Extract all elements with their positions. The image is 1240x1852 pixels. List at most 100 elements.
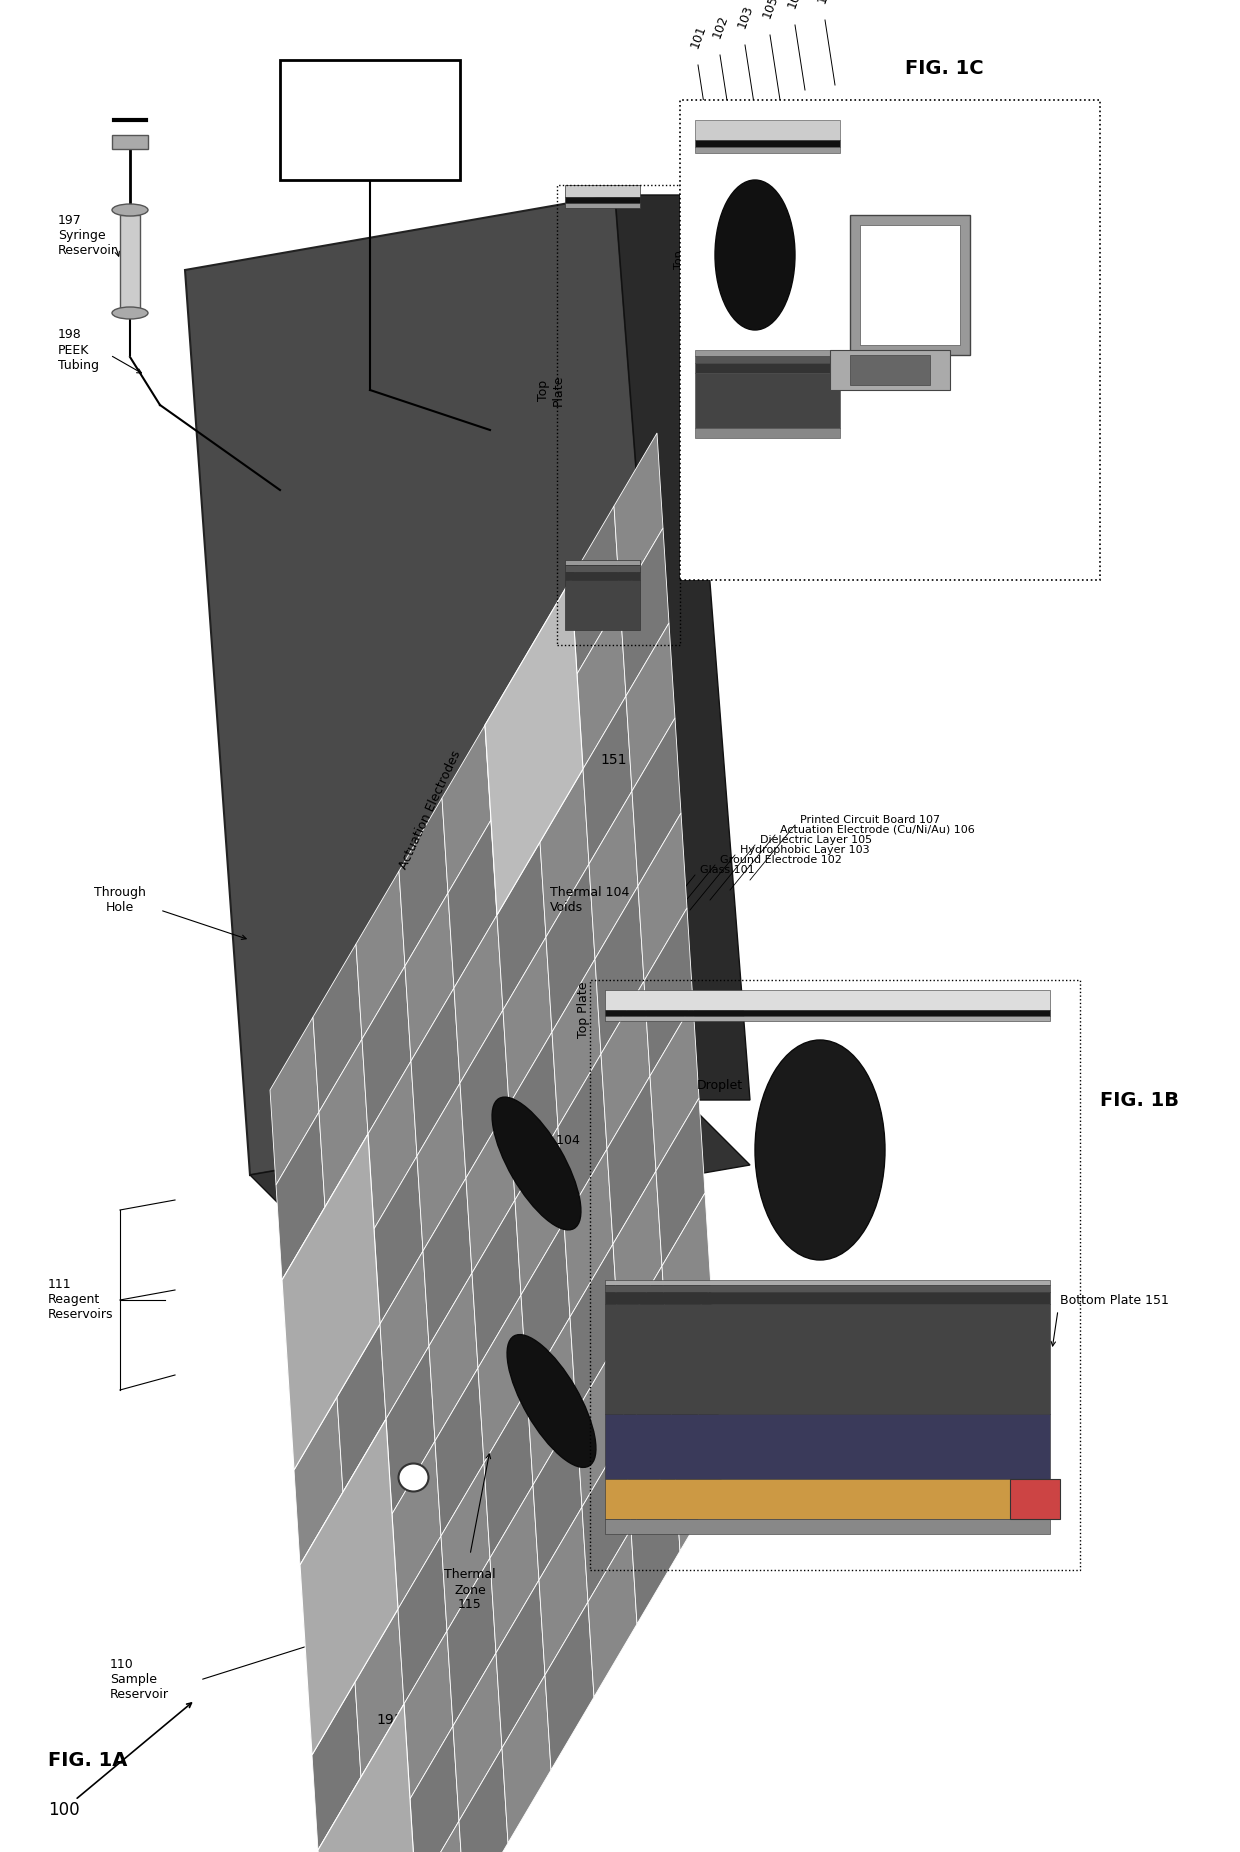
Polygon shape [404,1632,453,1798]
Polygon shape [446,1558,496,1726]
Polygon shape [300,1493,348,1659]
Polygon shape [317,1778,367,1852]
Polygon shape [490,1485,539,1654]
Polygon shape [281,1133,379,1470]
Polygon shape [294,1396,343,1565]
Bar [120,215,140,315]
Text: 155
Thermoelectric Module: 155 Thermoelectric Module [756,1435,884,1458]
Ellipse shape [398,1463,429,1491]
Polygon shape [497,843,546,1009]
Polygon shape [601,982,650,1148]
Bar [694,146,839,154]
Polygon shape [355,1609,404,1778]
Bar [605,1280,1050,1285]
Polygon shape [644,907,693,1076]
Polygon shape [410,1726,459,1852]
Text: 110
Sample
Reservoir: 110 Sample Reservoir [110,1659,169,1702]
Polygon shape [613,1170,662,1339]
Polygon shape [331,1230,379,1396]
Polygon shape [185,194,684,1174]
Polygon shape [521,1222,570,1391]
Bar [605,1009,1050,1017]
Text: Top Plate: Top Plate [577,982,590,1039]
Polygon shape [405,893,454,1061]
Bar [849,356,930,385]
Bar [605,1017,1050,1020]
Bar [280,59,460,180]
Polygon shape [368,1061,417,1230]
Text: 197
Syringe
Reservoir: 197 Syringe Reservoir [58,213,117,256]
Bar [605,991,1050,1009]
Bar [680,100,1100,580]
Text: 101: 101 [688,24,708,50]
Bar [565,204,640,207]
Text: Droplet: Droplet [717,148,763,161]
Polygon shape [410,987,460,1156]
Polygon shape [281,1208,331,1374]
Polygon shape [399,798,448,967]
Ellipse shape [112,204,148,217]
Text: Actuation Electrode (Cu/Ni/Au) 106: Actuation Electrode (Cu/Ni/Au) 106 [780,824,975,835]
Bar [830,350,950,391]
Polygon shape [527,1317,577,1485]
Text: Air 104: Air 104 [536,1133,580,1146]
Polygon shape [361,1704,410,1852]
Polygon shape [639,813,687,982]
Bar [694,428,839,439]
Text: FIG. 1B: FIG. 1B [1100,1091,1179,1109]
Bar [605,1304,1050,1413]
Polygon shape [441,1463,490,1632]
Polygon shape [552,959,601,1128]
Polygon shape [631,1456,680,1624]
Bar [694,350,839,356]
Polygon shape [250,1100,750,1241]
Text: 102: 102 [709,13,730,41]
Text: Top
Plate: Top Plate [675,246,696,274]
Polygon shape [379,1250,429,1419]
Text: FIG. 1A: FIG. 1A [48,1750,128,1769]
Text: Printed Circuit Board 107: Printed Circuit Board 107 [800,815,940,824]
Bar [694,363,839,372]
Polygon shape [472,1200,521,1369]
Polygon shape [367,1798,415,1852]
Polygon shape [312,1682,361,1850]
Text: 198
PEEK
Tubing: 198 PEEK Tubing [58,328,99,372]
Polygon shape [564,1148,613,1317]
Text: Fitting: Fitting [1011,419,1049,432]
Polygon shape [528,580,577,746]
Polygon shape [448,820,497,987]
Polygon shape [626,622,675,791]
Bar [565,196,640,204]
Bar [565,565,640,572]
Ellipse shape [715,180,795,330]
Polygon shape [496,1580,546,1748]
Text: 151: 151 [600,754,626,767]
Bar [605,1413,1050,1480]
Polygon shape [502,1674,551,1843]
Polygon shape [312,945,362,1111]
Polygon shape [325,1133,374,1302]
Bar [605,1480,1050,1519]
Polygon shape [362,967,410,1133]
Bar [861,224,960,344]
Bar [590,980,1080,1570]
Text: Controller
195: Controller 195 [322,100,418,141]
Text: 153: 153 [548,713,574,728]
Text: Dielectric Layer 105: Dielectric Layer 105 [760,835,872,845]
Polygon shape [595,885,644,1054]
Polygon shape [515,1128,564,1295]
Bar [112,135,148,148]
Polygon shape [317,1704,415,1852]
Bar [849,215,970,356]
Polygon shape [656,1098,706,1267]
Text: 103: 103 [735,4,755,30]
Polygon shape [453,1654,502,1821]
Text: Capillary
Tube: Capillary Tube [1011,206,1065,233]
Polygon shape [582,1433,631,1602]
Text: 106: 106 [785,0,805,9]
Text: Droplet: Droplet [697,1078,743,1091]
Polygon shape [632,719,681,885]
Text: Through
Hole: Through Hole [1011,367,1061,394]
Ellipse shape [492,1096,580,1230]
Polygon shape [386,1346,435,1513]
